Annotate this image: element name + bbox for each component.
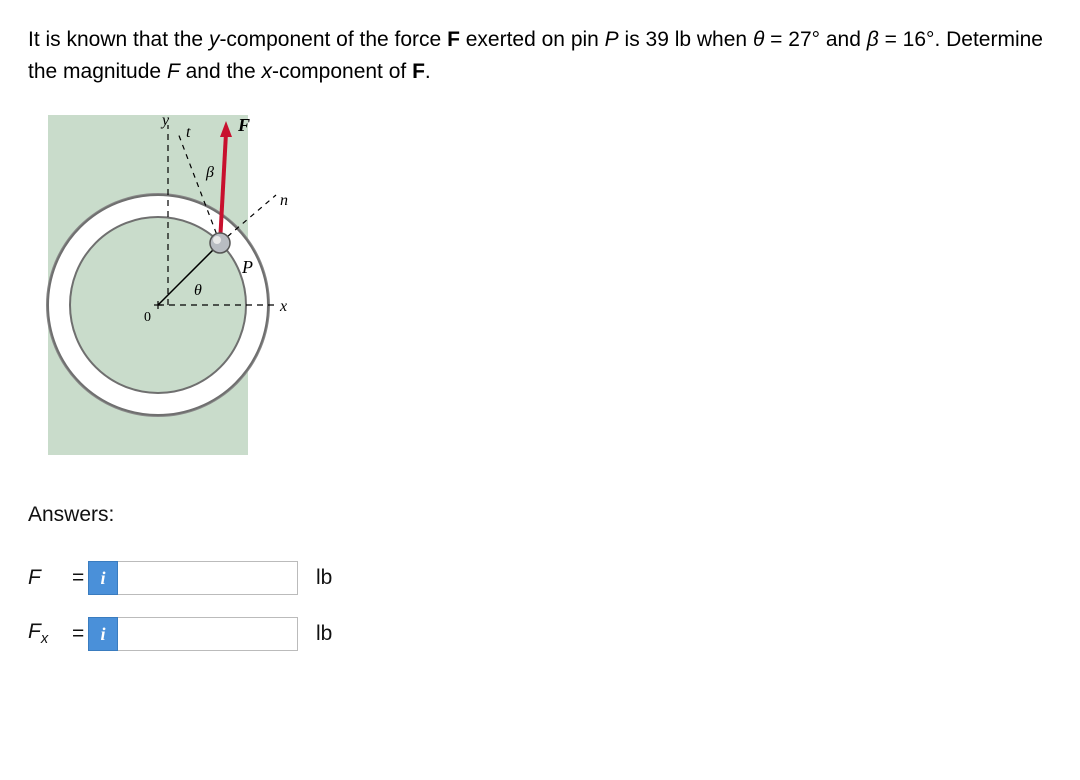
label-theta: θ (194, 282, 202, 299)
F-bold2: F (412, 60, 425, 83)
F-ital: F (167, 60, 180, 83)
text: and the (180, 60, 262, 83)
label-n: n (280, 192, 288, 209)
info-icon[interactable]: i (88, 561, 118, 595)
text: is 39 lb when (619, 28, 753, 51)
equals-sign: = (72, 566, 88, 590)
label-P: P (241, 257, 253, 277)
info-icon[interactable]: i (88, 617, 118, 651)
answer-input-Fx[interactable] (118, 617, 298, 651)
text: -component of the force (219, 28, 447, 51)
answer-row-Fx: Fx = i lb (28, 617, 1052, 651)
text: = 27° and (764, 28, 866, 51)
P-ital: P (605, 28, 619, 51)
text: exerted on pin (460, 28, 605, 51)
pin-circle (210, 233, 230, 253)
pin-highlight (213, 236, 221, 244)
answer-row-F: F = i lb (28, 561, 1052, 595)
answers-section: Answers: F = i lb Fx = i lb (28, 503, 1052, 651)
theta-ital: θ (753, 28, 764, 51)
x-ital: x (262, 60, 273, 83)
F-bold: F (447, 28, 460, 51)
text: -component of (272, 60, 412, 83)
beta-ital: β (867, 28, 879, 51)
label-x: x (279, 298, 287, 315)
answers-heading: Answers: (28, 503, 1052, 527)
unit-label: lb (316, 566, 332, 590)
problem-statement: It is known that the y-component of the … (28, 24, 1052, 87)
label-zero: 0 (144, 310, 151, 325)
text: . (425, 60, 431, 83)
label-beta: β (205, 164, 214, 181)
diagram-figure: y t F β n P θ x 0 (28, 115, 288, 455)
label-F: F (237, 115, 250, 135)
y-ital: y (209, 28, 220, 51)
answer-label-F: F (28, 566, 72, 590)
unit-label: lb (316, 622, 332, 646)
answer-input-F[interactable] (118, 561, 298, 595)
answer-label-Fx: Fx (28, 620, 72, 647)
text: It is known that the (28, 28, 209, 51)
label-t: t (186, 124, 191, 141)
equals-sign: = (72, 622, 88, 646)
label-y: y (160, 115, 170, 129)
diagram-svg: y t F β n P θ x 0 (28, 115, 288, 455)
